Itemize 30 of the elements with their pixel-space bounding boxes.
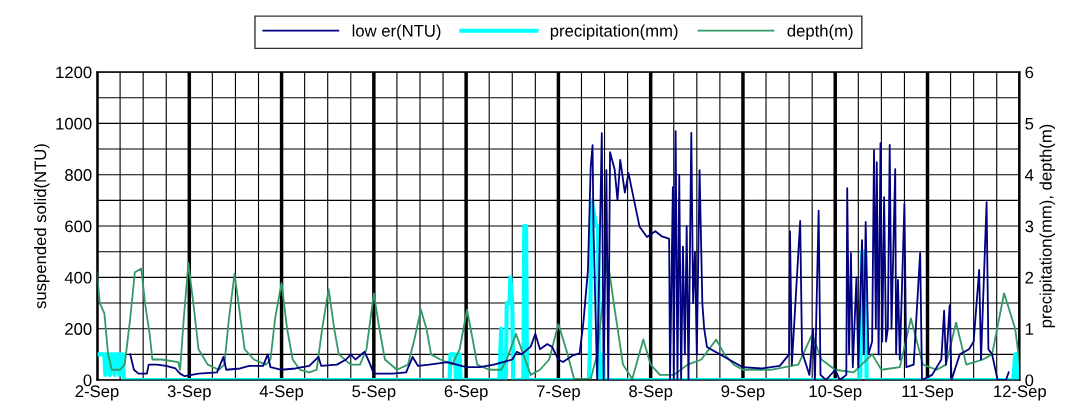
- y-tick-label: 400: [64, 271, 92, 284]
- legend-label: low er(NTU): [352, 24, 441, 40]
- y-axis-title: suspended solid(NTU): [33, 144, 50, 309]
- y2-tick-label: 3: [1025, 220, 1034, 233]
- y2-tick-label: 2: [1025, 271, 1034, 284]
- x-tick-label: 6-Sep: [444, 385, 488, 401]
- x-tick-label: 7-Sep: [537, 385, 580, 401]
- x-tick-label: 8-Sep: [629, 385, 673, 401]
- y-tick-label: 1200: [56, 66, 92, 79]
- x-tick-label: 2-Sep: [75, 385, 119, 401]
- y-tick-label: 200: [65, 323, 92, 335]
- x-tick-label: 5-Sep: [352, 385, 396, 401]
- x-tick-label: 9-Sep: [721, 385, 765, 401]
- y-tick-label: 800: [65, 169, 92, 181]
- y2-axis-title: precipitation(mm), depth(m): [1039, 124, 1056, 328]
- y-tick-label: 1000: [56, 117, 92, 130]
- x-tick-label: 10-Sep: [809, 385, 862, 401]
- x-tick-label: 3-Sep: [167, 385, 211, 401]
- y-tick-label: 0: [83, 374, 92, 387]
- x-tick-label: 4-Sep: [259, 385, 304, 401]
- y-tick-label: 600: [65, 220, 92, 233]
- x-tick-label: 11-Sep: [902, 385, 954, 401]
- y2-tick-label: 1: [1025, 323, 1034, 335]
- y2-tick-label: 0: [1025, 374, 1034, 387]
- legend-label: precipitation(mm): [550, 24, 678, 40]
- y2-tick-label: 4: [1025, 169, 1034, 181]
- legend-label: depth(m): [787, 24, 853, 40]
- y2-tick-label: 6: [1025, 66, 1034, 79]
- y2-tick-label: 5: [1025, 117, 1034, 130]
- x-tick-label: 12-Sep: [994, 385, 1046, 401]
